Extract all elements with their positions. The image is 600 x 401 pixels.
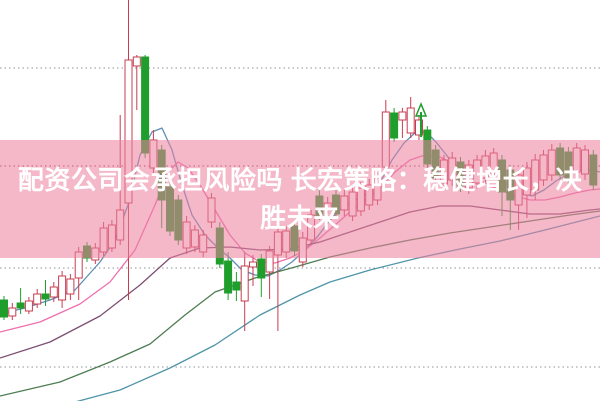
headline-line-1: 配资公司会承担风险吗 长宏策略：稳健增长，决 [17,165,583,195]
candle [41,280,50,306]
candle [415,115,423,140]
headline-line-2: 胜未来 [260,203,340,233]
candle [33,289,42,308]
candle [390,108,399,142]
candle [16,288,25,314]
candle [132,55,141,110]
candle [249,255,257,286]
candle [257,254,266,297]
candle [406,97,415,138]
candle [224,252,233,300]
candle [24,297,33,314]
candle [8,303,17,320]
up-arrow-marker [414,102,428,137]
candle [66,274,75,300]
headline-banner: 配资公司会承担风险吗 长宏策略：稳健增长，决 胜未来 [0,140,600,258]
candle [398,108,407,138]
candle [232,272,241,301]
candle [240,252,249,331]
candle [49,282,58,302]
candle [0,296,8,320]
candle [58,271,67,308]
